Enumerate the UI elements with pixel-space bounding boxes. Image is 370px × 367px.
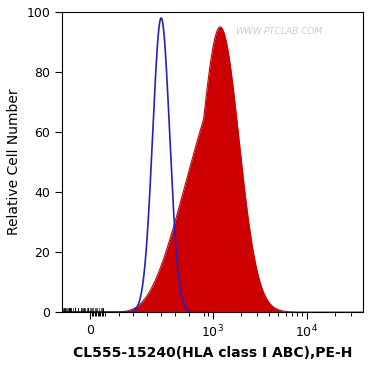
Text: WWW.PTCLAB.COM: WWW.PTCLAB.COM [235,27,322,36]
X-axis label: CL555-15240(HLA class I ABC),PE-H: CL555-15240(HLA class I ABC),PE-H [73,346,352,360]
Y-axis label: Relative Cell Number: Relative Cell Number [7,89,21,235]
